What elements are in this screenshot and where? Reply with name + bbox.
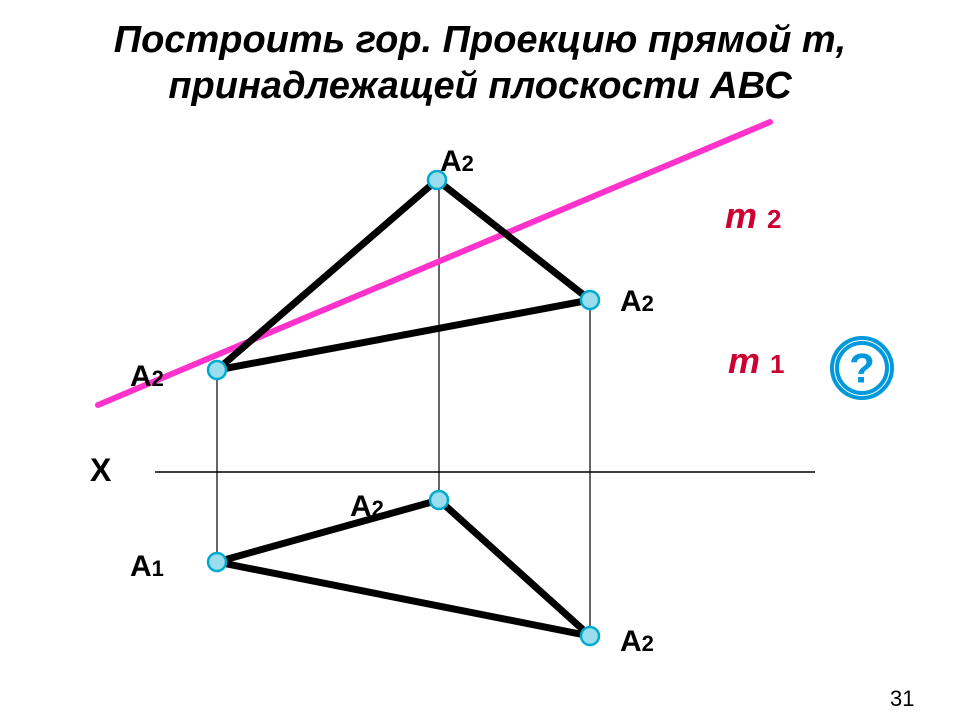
- point-label: А1: [130, 550, 164, 584]
- point-label: А2: [440, 145, 474, 179]
- svg-text:?: ?: [849, 345, 875, 392]
- point-label: А2: [620, 625, 654, 659]
- point-label: А2: [350, 490, 384, 524]
- axis-x-label: Х: [90, 452, 111, 489]
- question-mark-icon: ?: [826, 332, 898, 404]
- line-m-label: m 1: [728, 340, 784, 382]
- line-m-label: m 2: [725, 195, 781, 237]
- point-label: А2: [620, 285, 654, 319]
- point-label: А2: [130, 360, 164, 394]
- page-number: 31: [890, 686, 914, 712]
